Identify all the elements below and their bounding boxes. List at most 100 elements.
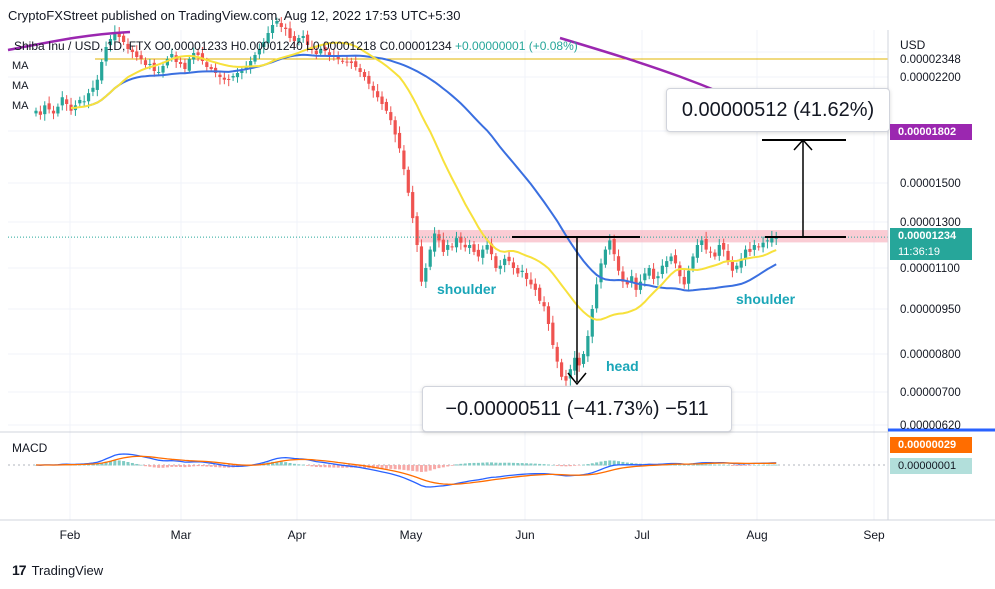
macd-histogram-bar bbox=[341, 465, 345, 468]
candle bbox=[82, 95, 86, 107]
y-tick-label: 0.00002348 bbox=[900, 54, 961, 66]
macd-histogram-bar bbox=[411, 465, 415, 471]
macd-histogram-bar bbox=[275, 461, 279, 466]
x-tick-label: May bbox=[400, 528, 423, 542]
macd-histogram-bar bbox=[476, 462, 480, 466]
macd-histogram-bar bbox=[586, 464, 590, 466]
target-annotation: 0.00000512 (41.62%) bbox=[666, 88, 890, 132]
candle bbox=[376, 84, 380, 102]
macd-histogram-bar bbox=[516, 463, 520, 466]
macd-histogram-bar bbox=[196, 465, 200, 467]
macd-histogram-bar bbox=[424, 465, 428, 472]
candle bbox=[770, 230, 774, 247]
candle bbox=[411, 185, 415, 224]
macd-histogram-bar bbox=[314, 465, 318, 468]
macd-histogram-bar bbox=[490, 462, 494, 466]
candle bbox=[319, 46, 323, 57]
candle bbox=[78, 96, 82, 107]
macd-histogram-bar bbox=[192, 465, 196, 467]
macd-histogram-bar bbox=[214, 465, 218, 468]
macd-histogram-bar bbox=[687, 464, 691, 466]
macd-histogram-bar bbox=[222, 465, 226, 468]
macd-histogram-bar bbox=[157, 465, 161, 468]
macd-histogram-bar bbox=[730, 465, 734, 466]
candle bbox=[682, 269, 686, 289]
macd-histogram-bar bbox=[179, 465, 183, 467]
candle bbox=[441, 232, 445, 257]
x-tick-label: Jun bbox=[515, 528, 534, 542]
candle bbox=[673, 249, 678, 269]
depth-arrowhead bbox=[567, 372, 587, 386]
macd-histogram-bar bbox=[507, 462, 511, 466]
candle bbox=[586, 330, 590, 362]
candle bbox=[165, 56, 169, 69]
x-tick-label: Aug bbox=[746, 528, 767, 542]
candle bbox=[284, 23, 288, 36]
y-tick-label: 0.00001100 bbox=[900, 263, 960, 275]
macd-histogram-bar bbox=[538, 463, 542, 466]
macd-histogram-bar bbox=[682, 464, 686, 466]
macd-histogram-bar bbox=[279, 461, 283, 466]
tradingview-logo-icon: 17 bbox=[12, 562, 27, 578]
candle bbox=[104, 41, 108, 66]
ma50-line bbox=[70, 41, 777, 321]
candle bbox=[516, 264, 520, 278]
y-tick-label: 0.00001500 bbox=[900, 178, 961, 190]
macd-histogram-bar bbox=[91, 464, 95, 466]
candle bbox=[358, 63, 362, 77]
candle bbox=[135, 45, 139, 61]
candle bbox=[581, 351, 586, 368]
candle bbox=[262, 38, 266, 54]
macd-histogram-bar bbox=[454, 464, 458, 466]
macd-histogram-bar bbox=[709, 464, 713, 466]
macd-histogram-bar bbox=[384, 465, 388, 469]
macd-histogram-bar bbox=[170, 465, 174, 467]
macd-histogram-bar bbox=[713, 464, 717, 466]
candle bbox=[603, 246, 607, 268]
macd-histogram-bar bbox=[573, 465, 577, 466]
candle bbox=[739, 253, 743, 274]
candle bbox=[47, 96, 51, 114]
candle bbox=[533, 278, 537, 297]
macd-histogram-bar bbox=[560, 465, 564, 467]
macd-histogram-bar bbox=[406, 465, 410, 471]
macd-histogram-bar bbox=[363, 465, 366, 468]
candle bbox=[91, 80, 95, 97]
macd-histogram-bar bbox=[165, 465, 169, 468]
macd-value-tag: 0.00000029 bbox=[890, 437, 972, 453]
macd-histogram-bar bbox=[459, 463, 463, 466]
macd-histogram-bar bbox=[139, 464, 143, 466]
macd-histogram-bar bbox=[520, 463, 524, 466]
candle bbox=[546, 302, 551, 331]
candle bbox=[564, 369, 568, 386]
macd-histogram-bar bbox=[284, 462, 288, 466]
candle bbox=[599, 258, 603, 289]
symbol-legend: Shiba Inu / USD, 1D, FTX O0.00001233 H0.… bbox=[14, 39, 578, 53]
candle bbox=[183, 58, 187, 75]
candle bbox=[651, 263, 656, 285]
macd-histogram-bar bbox=[612, 460, 616, 466]
macd-histogram-bar bbox=[376, 465, 380, 469]
macd-histogram-bar bbox=[187, 465, 191, 467]
macd-histogram-bar bbox=[174, 465, 178, 467]
candle bbox=[288, 21, 292, 42]
candle bbox=[367, 71, 371, 90]
candle bbox=[468, 239, 472, 254]
macd-histogram-bar bbox=[209, 465, 213, 467]
candle bbox=[419, 239, 424, 287]
candle bbox=[213, 62, 218, 78]
macd-histogram-bar bbox=[152, 465, 156, 468]
label-head: head bbox=[606, 358, 639, 374]
macd-histogram-bar bbox=[104, 461, 108, 466]
candle bbox=[341, 57, 345, 64]
candle bbox=[634, 273, 638, 297]
macd-histogram-bar bbox=[108, 460, 112, 466]
candle bbox=[354, 55, 358, 71]
candle bbox=[730, 256, 735, 278]
ma-legend-1: MA bbox=[12, 60, 29, 72]
macd-histogram-bar bbox=[393, 465, 397, 470]
candle bbox=[520, 264, 524, 278]
macd-histogram-bar bbox=[336, 465, 340, 468]
candle bbox=[708, 246, 713, 258]
candle bbox=[713, 249, 717, 260]
